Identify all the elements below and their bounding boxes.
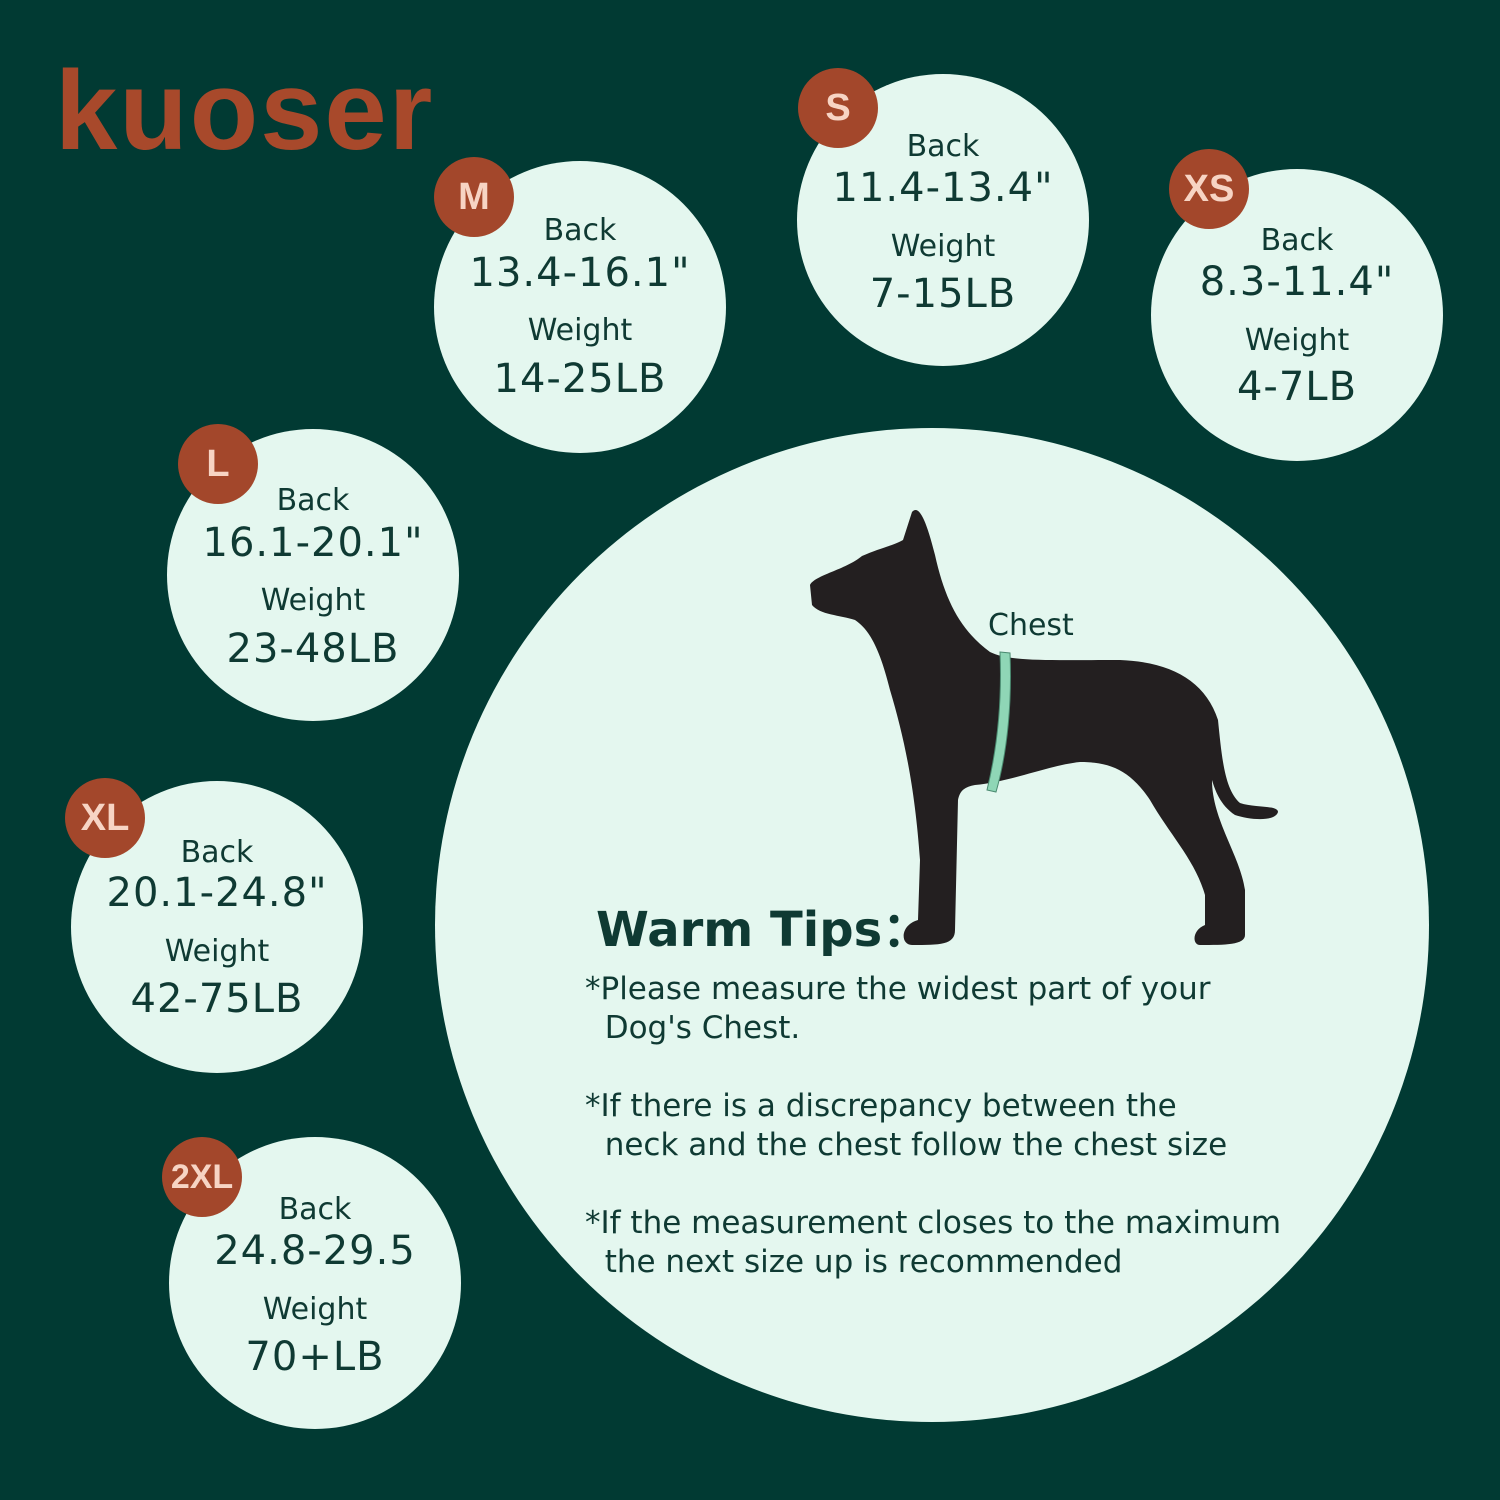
size-badge-l: L <box>178 424 258 504</box>
weight-value: 14-25LB <box>493 356 667 402</box>
back-value: 16.1-20.1" <box>202 520 424 566</box>
tape-measure-icon <box>986 651 1011 793</box>
tip-item: *If there is a discrepancy between the n… <box>585 1088 1228 1163</box>
weight-value: 70+LB <box>245 1334 385 1380</box>
size-badge-xs: XS <box>1169 149 1249 229</box>
size-badge-2xl: 2XL <box>162 1137 242 1217</box>
back-value: 11.4-13.4" <box>832 165 1054 211</box>
back-label: Back <box>278 1192 352 1227</box>
chest-label: Chest <box>988 608 1074 643</box>
weight-label: Weight <box>527 313 633 348</box>
back-label: Back <box>276 483 350 518</box>
tip-item: *Please measure the widest part of your … <box>585 971 1211 1046</box>
size-card-s: Back 11.4-13.4" Weight 7-15LB <box>797 74 1089 366</box>
weight-value: 4-7LB <box>1236 364 1358 410</box>
back-value: 8.3-11.4" <box>1199 259 1395 305</box>
back-label: Back <box>1260 223 1334 258</box>
size-badge-m: M <box>434 157 514 237</box>
back-value: 13.4-16.1" <box>469 250 691 296</box>
back-label: Back <box>180 835 254 870</box>
weight-label: Weight <box>260 583 366 618</box>
weight-value: 42-75LB <box>130 976 304 1022</box>
back-label: Back <box>906 129 980 164</box>
weight-value: 23-48LB <box>226 626 400 672</box>
brand-logo: kuoser <box>55 48 435 173</box>
weight-label: Weight <box>164 934 270 969</box>
weight-value: 7-15LB <box>869 271 1017 317</box>
weight-label: Weight <box>262 1292 368 1327</box>
weight-label: Weight <box>1244 323 1350 358</box>
weight-label: Weight <box>890 229 996 264</box>
size-badge-s: S <box>798 68 878 148</box>
tip-item: *If the measurement closes to the maximu… <box>585 1205 1282 1280</box>
back-value: 20.1-24.8" <box>106 870 328 916</box>
back-value: 24.8-29.5 <box>214 1228 416 1274</box>
size-badge-xl: XL <box>65 778 145 858</box>
tips-title: Warm Tips： <box>596 902 931 958</box>
back-label: Back <box>543 213 617 248</box>
